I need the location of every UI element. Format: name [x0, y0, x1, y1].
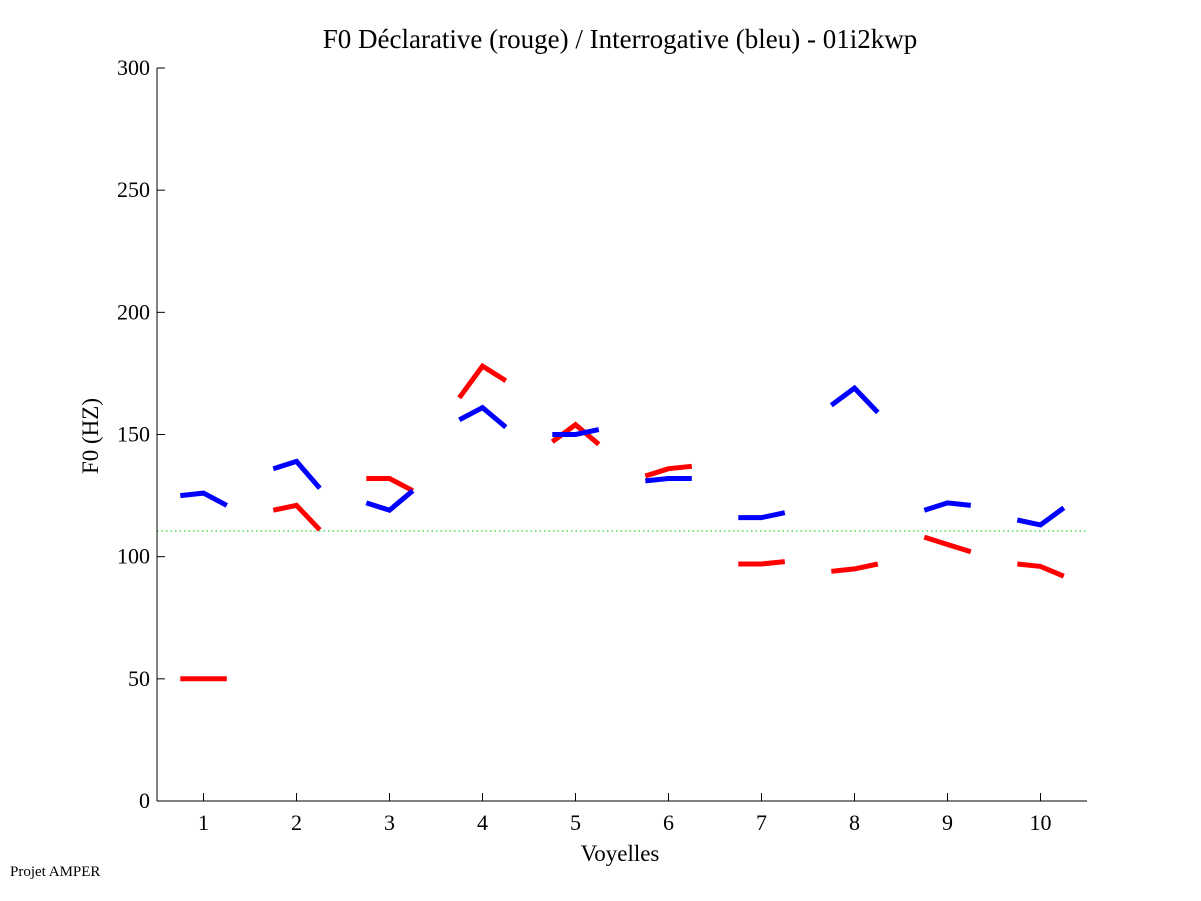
d-clarative-segment-8: [831, 561, 879, 574]
y-axis-label: F0 (HZ): [78, 398, 103, 474]
interrogative-segment-3: [365, 488, 415, 513]
series-layer: [180, 362, 1066, 682]
series-d-clarative: [180, 362, 1065, 682]
series-interrogative: [180, 384, 1066, 528]
d-clarative-segment-9: [923, 534, 972, 555]
x-tick-label: 6: [663, 810, 674, 835]
x-tick-label: 8: [849, 810, 860, 835]
footer-credit: Projet AMPER: [10, 864, 101, 880]
x-tick-label: 2: [291, 810, 302, 835]
x-tick-label: 4: [477, 810, 488, 835]
y-tick-label: 250: [117, 177, 150, 202]
axes: 0 50 100 150 200 250 300 1 2 3 4 5 6 7 8 9 10: [117, 55, 1087, 835]
y-tick-label: 100: [117, 544, 150, 569]
interrogative-segment-5: [552, 427, 600, 437]
y-tick-label: 150: [117, 422, 150, 447]
interrogative-segment-4: [458, 404, 508, 430]
interrogative-segment-1: [180, 490, 228, 508]
y-tick-label: 0: [139, 788, 150, 813]
y-tick-label: 200: [117, 299, 150, 324]
interrogative-segment-6: [645, 476, 692, 484]
x-tick-label: 9: [942, 810, 953, 835]
interrogative-segment-2: [272, 458, 322, 490]
y-tick-label: 300: [117, 55, 150, 80]
x-tick-label: 7: [756, 810, 767, 835]
d-clarative-segment-6: [644, 463, 693, 479]
chart-title: F0 Déclarative (rouge) / Interrogative (…: [323, 24, 918, 54]
d-clarative-segment-4: [457, 362, 508, 400]
interrogative-segment-9: [923, 500, 972, 513]
x-tick-label: 10: [1030, 810, 1052, 835]
interrogative-segment-7: [738, 510, 786, 521]
x-tick-label: 5: [570, 810, 581, 835]
d-clarative-segment-7: [738, 559, 786, 567]
interrogative-segment-10: [1016, 505, 1066, 528]
x-tick-label: 1: [198, 810, 209, 835]
interrogative-segment-8: [829, 384, 880, 415]
x-axis-label: Voyelles: [581, 841, 660, 866]
d-clarative-segment-10: [1017, 561, 1065, 579]
d-clarative-segment-3: [366, 476, 414, 493]
x-tick-label: 3: [384, 810, 395, 835]
y-tick-label: 50: [128, 666, 150, 691]
d-clarative-segment-2: [272, 502, 322, 532]
